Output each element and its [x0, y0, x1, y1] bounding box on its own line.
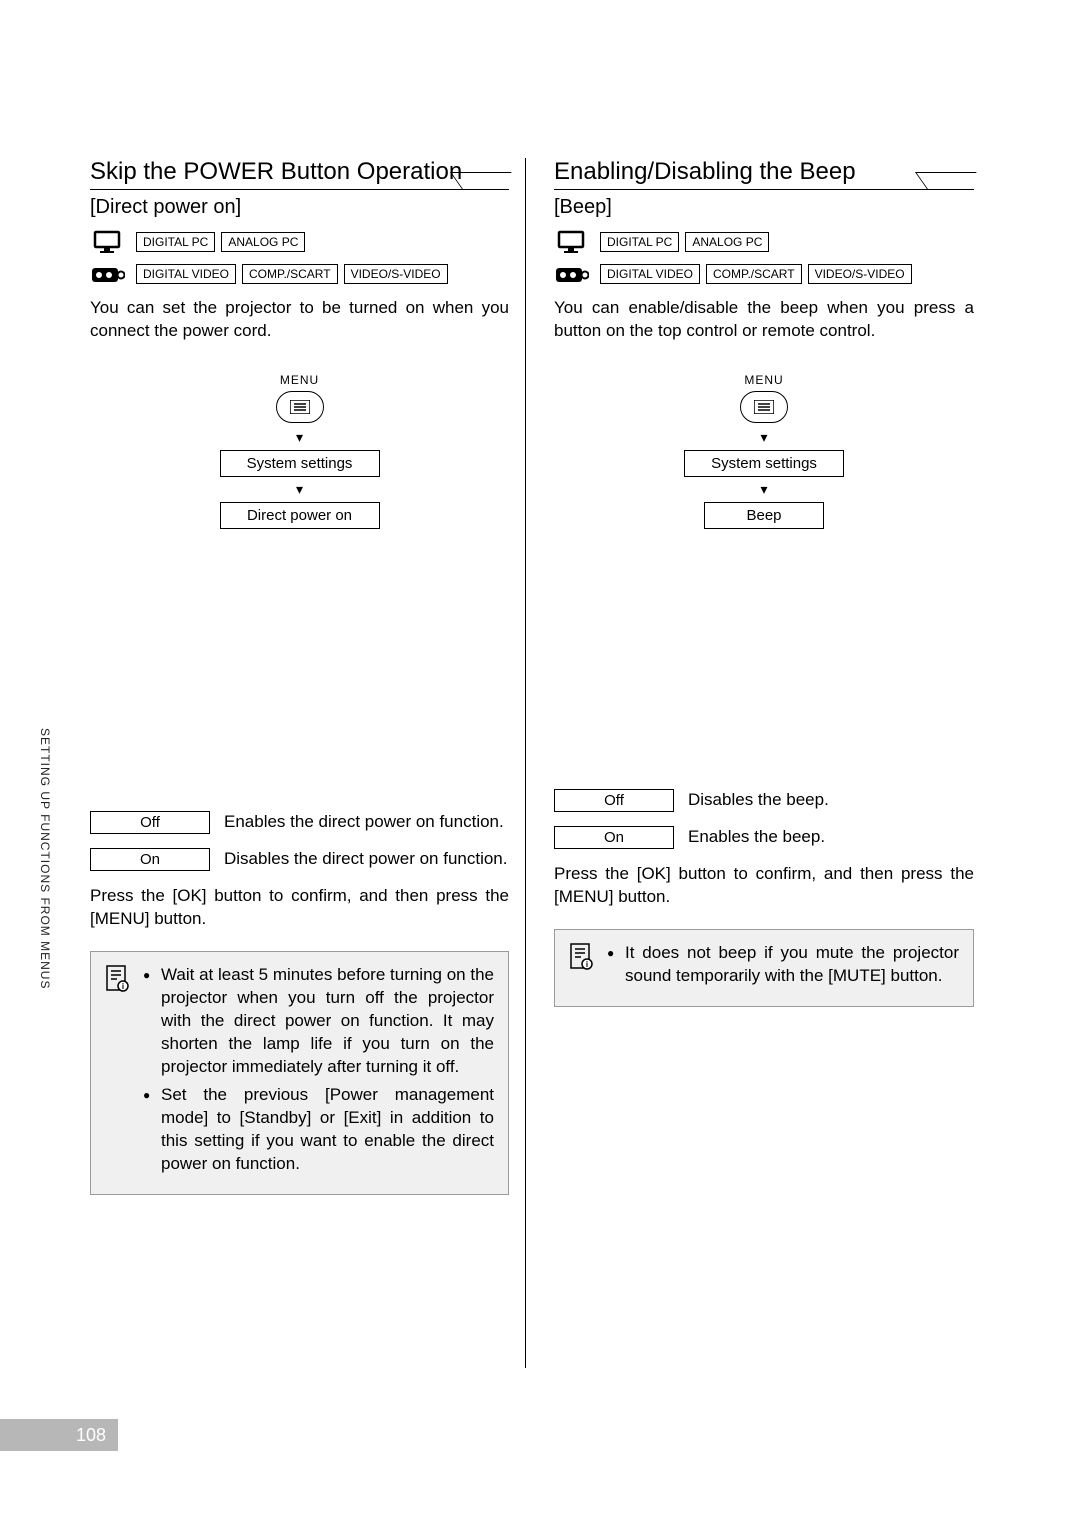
source-badge-comp-scart: COMP./SCART [706, 264, 802, 284]
monitor-icon [90, 229, 126, 255]
section-title: Skip the POWER Button Operation [90, 158, 509, 190]
menu-label: MENU [634, 373, 894, 387]
section-title: Enabling/Disabling the Beep [554, 158, 974, 190]
source-badge-analog-pc: ANALOG PC [221, 232, 305, 252]
svg-text:i: i [122, 982, 124, 991]
intro-text: You can set the projector to be turned o… [90, 297, 509, 343]
option-desc-off: Enables the direct power on function. [224, 811, 509, 833]
note-box: i It does not beep if you mute the proje… [554, 929, 974, 1007]
source-badge-digital-pc: DIGITAL PC [600, 232, 679, 252]
source-badge-digital-video: DIGITAL VIDEO [136, 264, 236, 284]
section-subtitle: [Beep] [554, 196, 974, 219]
note-icon: i [569, 942, 595, 994]
confirm-text: Press the [OK] button to confirm, and th… [90, 885, 509, 931]
source-badge-video-svideo: VIDEO/S-VIDEO [344, 264, 448, 284]
option-label-off: Off [554, 789, 674, 812]
option-desc-on: Enables the beep. [688, 826, 974, 848]
menu-node-leaf: Beep [704, 502, 824, 529]
option-label-on: On [554, 826, 674, 849]
option-row-on: On Disables the direct power on function… [90, 848, 509, 871]
menu-label: MENU [170, 373, 430, 387]
left-column: Skip the POWER Button Operation [Direct … [90, 158, 525, 1195]
menu-node-system-settings: System settings [220, 450, 380, 477]
svg-text:i: i [586, 960, 588, 969]
option-label-off: Off [90, 811, 210, 834]
menu-path: MENU ▾ System settings ▾ Direct power on [170, 373, 430, 531]
source-row-pc: DIGITAL PC ANALOG PC [90, 229, 509, 255]
source-row-video: DIGITAL VIDEO COMP./SCART VIDEO/S-VIDEO [554, 261, 974, 287]
note-item: Wait at least 5 minutes before turning o… [143, 964, 494, 1079]
arrow-down-icon: ▾ [170, 481, 430, 498]
menu-button-icon [276, 391, 324, 423]
note-item: Set the previous [Power management mode]… [143, 1084, 494, 1176]
option-desc-off: Disables the beep. [688, 789, 974, 811]
menu-node-leaf: Direct power on [220, 502, 380, 529]
video-icon [554, 261, 590, 287]
options-block: Off Disables the beep. On Enables the be… [554, 789, 974, 849]
option-row-off: Off Disables the beep. [554, 789, 974, 812]
option-desc-on: Disables the direct power on function. [224, 848, 509, 870]
source-row-video: DIGITAL VIDEO COMP./SCART VIDEO/S-VIDEO [90, 261, 509, 287]
option-row-on: On Enables the beep. [554, 826, 974, 849]
source-badge-video-svideo: VIDEO/S-VIDEO [808, 264, 912, 284]
note-item: It does not beep if you mute the project… [607, 942, 959, 988]
monitor-icon [554, 229, 590, 255]
arrow-down-icon: ▾ [170, 429, 430, 446]
source-badge-analog-pc: ANALOG PC [685, 232, 769, 252]
page-number: 108 [0, 1419, 118, 1451]
source-badge-comp-scart: COMP./SCART [242, 264, 338, 284]
video-icon [90, 261, 126, 287]
menu-button-icon [740, 391, 788, 423]
arrow-down-icon: ▾ [634, 481, 894, 498]
source-row-pc: DIGITAL PC ANALOG PC [554, 229, 974, 255]
side-tab-label: SETTING UP FUNCTIONS FROM MENUS [26, 728, 52, 1028]
source-badge-digital-video: DIGITAL VIDEO [600, 264, 700, 284]
intro-text: You can enable/disable the beep when you… [554, 297, 974, 343]
menu-path: MENU ▾ System settings ▾ Beep [634, 373, 894, 531]
right-column: Enabling/Disabling the Beep [Beep] DIGIT… [554, 158, 990, 1007]
source-badge-digital-pc: DIGITAL PC [136, 232, 215, 252]
option-label-on: On [90, 848, 210, 871]
option-row-off: Off Enables the direct power on function… [90, 811, 509, 834]
menu-node-system-settings: System settings [684, 450, 844, 477]
section-subtitle: [Direct power on] [90, 196, 509, 219]
confirm-text: Press the [OK] button to confirm, and th… [554, 863, 974, 909]
note-box: i Wait at least 5 minutes before turning… [90, 951, 509, 1195]
options-block: Off Enables the direct power on function… [90, 811, 509, 871]
arrow-down-icon: ▾ [634, 429, 894, 446]
note-icon: i [105, 964, 131, 1182]
